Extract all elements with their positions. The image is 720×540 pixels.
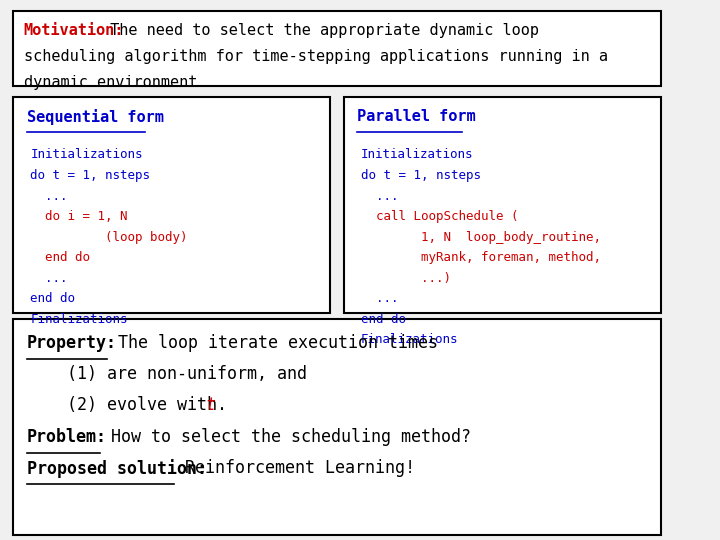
Text: Finalizations: Finalizations	[361, 333, 459, 346]
FancyBboxPatch shape	[14, 97, 330, 313]
Text: .: .	[217, 396, 228, 414]
Text: ...: ...	[30, 190, 68, 202]
Text: call LoopSchedule (: call LoopSchedule (	[361, 210, 518, 223]
Text: Proposed solution:: Proposed solution:	[27, 459, 207, 478]
Text: The loop iterate execution times: The loop iterate execution times	[108, 334, 438, 352]
Text: (loop body): (loop body)	[30, 231, 188, 244]
Text: Finalizations: Finalizations	[30, 313, 128, 326]
Text: The need to select the appropriate dynamic loop: The need to select the appropriate dynam…	[102, 23, 539, 38]
Text: Parallel form: Parallel form	[357, 109, 476, 124]
Text: How to select the scheduling method?: How to select the scheduling method?	[102, 428, 471, 445]
Text: ...: ...	[361, 190, 398, 202]
Text: do t = 1, nsteps: do t = 1, nsteps	[30, 169, 150, 182]
Text: Sequential form: Sequential form	[27, 109, 164, 125]
Text: Initializations: Initializations	[30, 148, 143, 161]
Text: end do: end do	[30, 292, 76, 305]
Text: (2) evolve with: (2) evolve with	[68, 396, 228, 414]
Text: Motivation:: Motivation:	[24, 23, 124, 38]
Text: end do: end do	[361, 313, 406, 326]
FancyBboxPatch shape	[14, 11, 661, 86]
Text: t: t	[206, 396, 216, 414]
Text: scheduling algorithm for time-stepping applications running in a: scheduling algorithm for time-stepping a…	[24, 49, 608, 64]
Text: do i = 1, N: do i = 1, N	[30, 210, 128, 223]
Text: myRank, foreman, method,: myRank, foreman, method,	[361, 251, 601, 264]
Text: Reinforcement Learning!: Reinforcement Learning!	[176, 459, 415, 477]
Text: Property:: Property:	[27, 334, 117, 352]
Text: end do: end do	[30, 251, 90, 264]
Text: ...: ...	[361, 292, 398, 305]
Text: ...): ...)	[361, 272, 451, 285]
Text: (1) are non-uniform, and: (1) are non-uniform, and	[68, 365, 307, 383]
Text: Initializations: Initializations	[361, 148, 473, 161]
Text: do t = 1, nsteps: do t = 1, nsteps	[361, 169, 481, 182]
FancyBboxPatch shape	[14, 319, 661, 535]
Text: Problem:: Problem:	[27, 428, 107, 445]
Text: ...: ...	[30, 272, 68, 285]
Text: 1, N  loop_body_routine,: 1, N loop_body_routine,	[361, 231, 601, 244]
Text: dynamic environment: dynamic environment	[24, 75, 197, 90]
FancyBboxPatch shape	[344, 97, 661, 313]
